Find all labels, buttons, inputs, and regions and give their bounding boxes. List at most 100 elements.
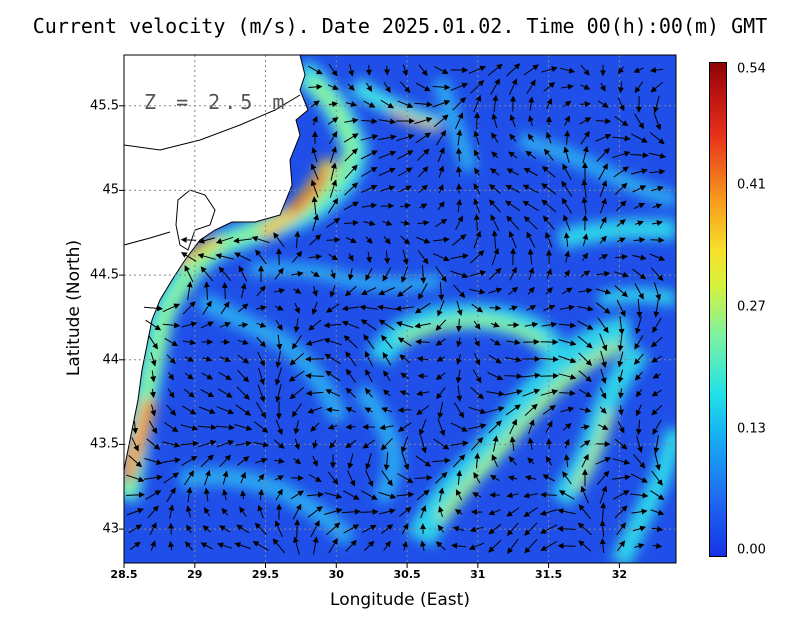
velocity-arrow [595,133,612,142]
velocity-arrow [468,270,487,277]
velocity-arrow [618,316,625,335]
velocity-arrow [417,219,430,226]
velocity-arrow [215,253,234,260]
velocity-arrow [364,350,374,367]
velocity-arrow [378,287,396,296]
velocity-arrow [361,184,378,193]
velocity-arrow [309,234,322,246]
map-title: Current velocity (m/s). Date 2025.01.02.… [32,14,768,38]
velocity-arrow [396,133,415,142]
velocity-arrow [491,132,499,144]
velocity-arrow [595,288,612,295]
velocity-arrow [453,284,466,298]
velocity-arrow [415,455,432,467]
velocity-arrow [472,369,482,384]
velocity-arrow [311,146,318,163]
velocity-arrow [163,472,180,484]
velocity-arrow [291,270,304,277]
velocity-arrow [612,135,631,142]
velocity-arrow [650,81,664,93]
velocity-arrow [596,470,610,485]
velocity-vectors [126,63,667,555]
velocity-arrow [396,491,415,498]
velocity-arrow [381,334,393,349]
velocity-arrow [200,321,214,329]
velocity-arrow [561,180,573,197]
velocity-arrow [363,220,376,227]
velocity-arrow [180,440,199,447]
velocity-arrow [599,180,608,198]
coast-line [124,231,171,246]
velocity-arrow [438,165,445,178]
velocity-arrow [235,404,252,416]
velocity-arrow [634,220,644,227]
velocity-arrow [216,439,235,448]
velocity-arrow [184,265,194,283]
velocity-arrow [293,458,302,465]
velocity-arrow [652,203,663,209]
velocity-arrow [238,303,249,313]
velocity-arrow [455,369,462,384]
velocity-arrow [234,440,252,447]
velocity-arrow [456,353,462,365]
velocity-arrow [506,522,519,536]
velocity-arrow [450,253,469,260]
velocity-arrow [364,407,373,414]
velocity-arrow [649,132,665,145]
velocity-arrow [150,540,156,551]
velocity-arrow [523,168,538,176]
velocity-arrow [653,299,660,318]
velocity-arrow [397,167,413,177]
velocity-arrow [366,251,373,264]
velocity-arrow [438,183,444,194]
velocity-arrow [256,285,266,297]
velocity-arrow [528,267,535,281]
velocity-arrow [541,183,557,195]
velocity-arrow [525,150,537,160]
y-tick-label: 44.5 [90,267,119,283]
velocity-arrow [383,235,391,245]
velocity-arrow [310,163,319,180]
velocity-arrow [433,236,450,243]
velocity-arrow [237,354,250,364]
velocity-arrow [540,372,559,379]
velocity-arrow [650,336,663,348]
velocity-arrow [486,390,505,397]
velocity-arrow [488,267,502,280]
velocity-arrow [237,339,249,345]
velocity-arrow [219,322,232,328]
velocity-arrow [143,305,163,312]
velocity-arrow [617,351,624,368]
velocity-arrow [543,81,556,92]
velocity-arrow [274,520,283,537]
velocity-arrow [168,372,174,381]
velocity-arrow [148,335,158,350]
velocity-arrow [473,320,481,330]
velocity-arrow [257,351,265,367]
velocity-arrow [240,471,247,484]
velocity-arrow [308,253,323,260]
velocity-arrow [401,523,409,535]
velocity-arrow [469,288,486,295]
velocity-arrow [456,129,463,146]
velocity-arrow [216,406,235,415]
velocity-arrow [614,438,628,450]
velocity-arrow [614,285,629,298]
velocity-arrow [419,203,428,210]
velocity-arrow [378,167,396,176]
velocity-arrow [599,538,606,553]
velocity-arrow [166,404,177,416]
velocity-arrow [474,452,481,469]
velocity-arrow [401,540,408,551]
velocity-arrow [542,166,556,178]
velocity-arrow [596,270,611,277]
velocity-arrow [598,424,609,430]
velocity-arrow [580,130,590,145]
velocity-arrow [275,488,283,501]
velocity-arrow [327,471,339,485]
velocity-arrow [166,354,176,365]
velocity-arrow [305,372,324,379]
velocity-arrow [256,322,267,328]
velocity-arrow [237,369,250,383]
velocity-arrow [343,133,359,143]
